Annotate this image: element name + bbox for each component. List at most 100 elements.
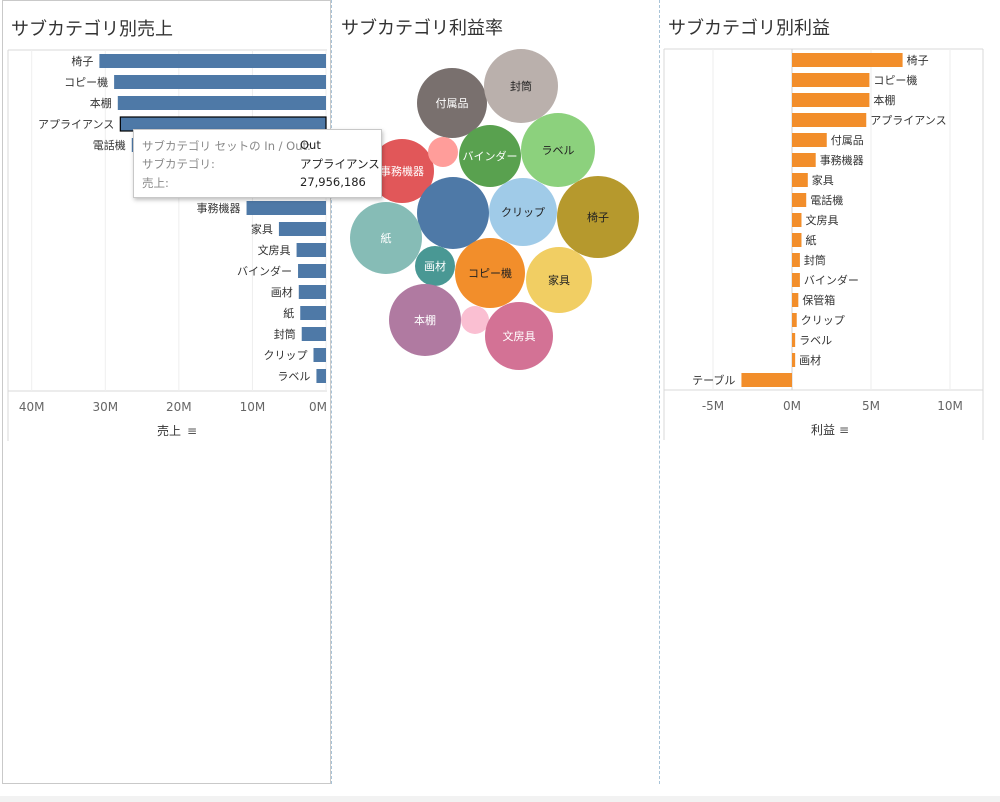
sales-bar[interactable] xyxy=(298,264,326,278)
x-tick-label: -5M xyxy=(702,399,724,413)
profit-bar[interactable] xyxy=(792,133,827,147)
sales-bar[interactable] xyxy=(114,75,326,89)
sales-bar-chart[interactable]: 40M30M20M10M0M椅子コピー機本棚アプライアンス電話機テーブル保管箱事… xyxy=(3,1,332,785)
category-label: 電話機 xyxy=(93,138,126,152)
bubble-label: 本棚 xyxy=(414,313,436,327)
bubble[interactable] xyxy=(417,68,487,138)
sales-bar[interactable] xyxy=(301,327,326,341)
profit-panel-title: サブカテゴリ別利益 xyxy=(668,18,830,39)
tooltip-value: Out xyxy=(300,138,321,152)
profit-bar[interactable] xyxy=(792,173,808,187)
bubble[interactable] xyxy=(370,139,434,203)
profit-bar[interactable] xyxy=(792,353,796,367)
bubble[interactable] xyxy=(557,176,639,258)
bubble-label: 家具 xyxy=(548,273,570,287)
tooltip-row-set: サブカテゴリ セットの In / Out: Out xyxy=(142,138,371,155)
category-label: 文房具 xyxy=(258,243,291,257)
profit-bar[interactable] xyxy=(792,53,903,67)
x-tick-label: 0M xyxy=(783,399,801,413)
profit-bar[interactable] xyxy=(792,233,802,247)
bubble[interactable] xyxy=(526,247,592,313)
sales-bar[interactable] xyxy=(298,285,326,299)
bubble[interactable] xyxy=(389,284,461,356)
profit-bar[interactable] xyxy=(792,273,800,287)
x-tick-label: 20M xyxy=(166,400,192,414)
profit-bar[interactable] xyxy=(792,253,800,267)
category-label: バインダー xyxy=(804,273,859,287)
category-label: 椅子 xyxy=(907,53,929,67)
tooltip: サブカテゴリ セットの In / Out: Out サブカテゴリ: アプライアン… xyxy=(133,129,382,198)
bubble[interactable] xyxy=(461,306,489,334)
category-label: 画材 xyxy=(271,285,293,299)
profit-bar[interactable] xyxy=(741,373,792,387)
bubble[interactable] xyxy=(417,177,489,249)
bubble-label: 椅子 xyxy=(587,210,609,224)
profit-bar[interactable] xyxy=(792,113,867,127)
category-label: テーブル xyxy=(692,373,735,387)
category-label: コピー機 xyxy=(64,75,108,89)
bubble[interactable] xyxy=(521,113,595,187)
category-label: 椅子 xyxy=(71,54,93,68)
panel-divider xyxy=(331,0,332,784)
tooltip-row-subcategory: サブカテゴリ: アプライアンス xyxy=(142,156,380,173)
bubble-label: 紙 xyxy=(381,231,392,245)
profit-bar[interactable] xyxy=(792,193,807,207)
category-label: 本棚 xyxy=(873,93,895,107)
x-tick-label: 10M xyxy=(937,399,963,413)
sales-bar[interactable] xyxy=(246,201,326,215)
sort-icon: ≡ xyxy=(839,423,849,437)
sales-bar[interactable] xyxy=(117,96,327,110)
profit-bar[interactable] xyxy=(792,73,870,87)
x-tick-label: 30M xyxy=(92,400,118,414)
bubble[interactable] xyxy=(459,125,521,187)
bubble[interactable] xyxy=(350,202,422,274)
bubble-panel-title: サブカテゴリ利益率 xyxy=(341,18,503,39)
category-label: ラベル xyxy=(277,370,310,383)
x-axis-title: 利益 xyxy=(811,423,835,437)
x-tick-label: 10M xyxy=(240,400,266,414)
category-label: 保管箱 xyxy=(802,293,835,307)
category-label: 画材 xyxy=(799,353,821,367)
bottom-strip xyxy=(0,796,1000,802)
category-label: ラベル xyxy=(799,334,832,347)
bubble-label: 文房具 xyxy=(503,329,536,343)
sales-bar[interactable] xyxy=(99,54,327,68)
profit-bar[interactable] xyxy=(792,213,802,227)
bubble-label: 事務機器 xyxy=(380,164,424,178)
x-tick-label: 0M xyxy=(309,400,327,414)
sales-bar[interactable] xyxy=(300,306,326,320)
bubble-label: 画材 xyxy=(424,259,446,273)
tooltip-key: サブカテゴリ: xyxy=(142,157,215,171)
category-label: 紙 xyxy=(805,233,816,247)
bubble[interactable] xyxy=(455,238,525,308)
category-label: コピー機 xyxy=(873,73,917,87)
profit-bar[interactable] xyxy=(792,313,797,327)
category-label: バインダー xyxy=(237,264,292,278)
category-label: 付属品 xyxy=(831,134,864,147)
category-label: アプライアンス xyxy=(870,114,946,127)
sales-bar[interactable] xyxy=(278,222,326,236)
profit-bar[interactable] xyxy=(792,333,796,347)
bubble[interactable] xyxy=(415,246,455,286)
profit-bar[interactable] xyxy=(792,153,816,167)
category-label: 本棚 xyxy=(90,96,112,110)
category-label: 家具 xyxy=(812,173,834,187)
bubble[interactable] xyxy=(485,302,553,370)
tooltip-value: 27,956,186 xyxy=(300,175,366,189)
profit-bar-chart[interactable]: -5M 0M 5M 10M 椅子コピー機本棚アプライアンス付属品事務機器家具電話機文房具… xyxy=(661,0,998,784)
x-axis-title: 売上 xyxy=(157,423,181,438)
panel-divider xyxy=(659,0,660,784)
profit-by-subcategory-panel: サブカテゴリ別利益 -5M 0M 5M 10M 椅子 コピー機 本棚 アプライアンス 付属品 事務… xyxy=(661,0,998,784)
bubble[interactable] xyxy=(428,137,458,167)
category-label: 事務機器 xyxy=(197,201,241,215)
profit-ratio-panel: サブカテゴリ利益率 付属品 封筒 事務機器 バインダー ラベル クリップ 椅子紙画材 コピー機… xyxy=(333,0,660,784)
profit-bar[interactable] xyxy=(792,93,870,107)
sales-bar[interactable] xyxy=(296,243,326,257)
sales-bar[interactable] xyxy=(316,369,326,383)
profit-bar[interactable] xyxy=(792,293,799,307)
bubble[interactable] xyxy=(489,178,557,246)
bubble[interactable] xyxy=(484,49,558,123)
sales-bar[interactable] xyxy=(313,348,326,362)
category-label: クリップ xyxy=(263,349,307,362)
